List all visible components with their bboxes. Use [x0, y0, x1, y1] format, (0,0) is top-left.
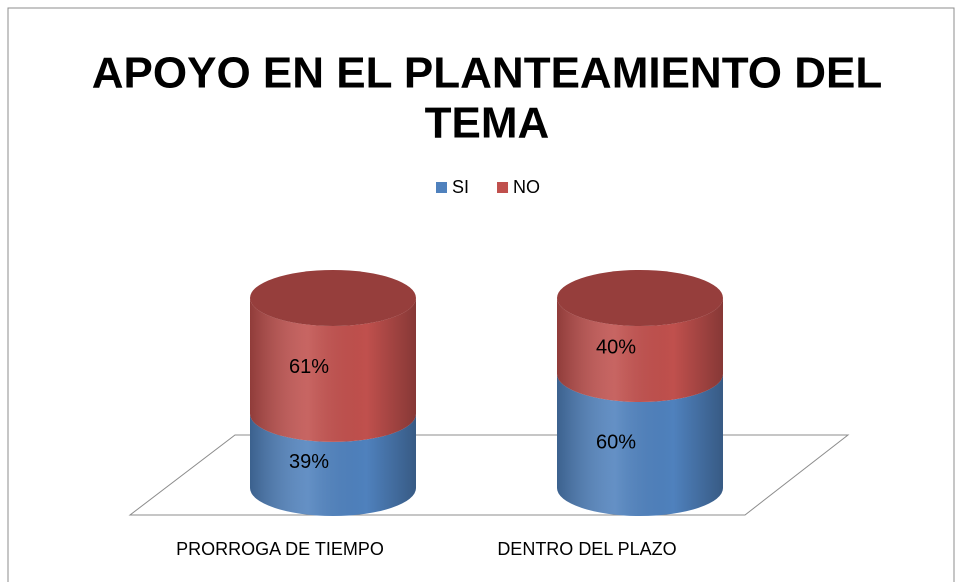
cylinder-shade: [250, 413, 416, 516]
cylinder-top: [557, 270, 723, 326]
data-label: 40%: [596, 336, 636, 358]
data-label: 61%: [289, 356, 329, 378]
legend-label: SI: [452, 177, 469, 197]
legend-swatch: [436, 182, 447, 193]
cylinder-shade: [250, 298, 416, 442]
floor: [128, 434, 850, 516]
title-line: APOYO EN EL PLANTEAMIENTO DEL: [92, 49, 882, 98]
data-label: 39%: [289, 451, 329, 473]
cylinder-shade: [557, 374, 723, 516]
title-line: TEMA: [425, 99, 550, 148]
x-tick-label: DENTRO DEL PLAZO: [497, 539, 676, 559]
legend-label: NO: [513, 177, 540, 197]
data-label: 60%: [596, 431, 636, 453]
chart-title: APOYO EN EL PLANTEAMIENTO DEL TEMA: [92, 49, 882, 148]
x-tick-label: PRORROGA DE TIEMPO: [176, 539, 384, 559]
legend-swatch: [497, 182, 509, 193]
cylinder-top: [250, 270, 416, 326]
cylinder-shade: [557, 298, 723, 402]
